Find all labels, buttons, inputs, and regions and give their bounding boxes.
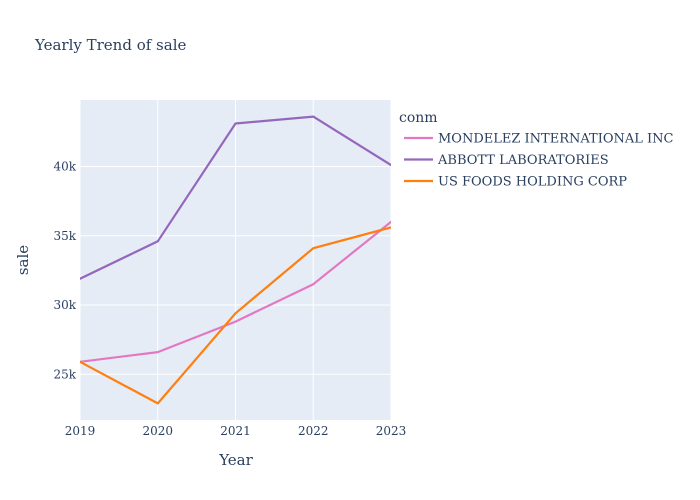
y-axis-title: sale [14, 245, 32, 275]
y-tick-label: 30k [53, 298, 76, 312]
legend-label: MONDELEZ INTERNATIONAL INC [438, 132, 674, 147]
legend-title: conm [399, 110, 438, 126]
y-tick-label: 25k [53, 367, 76, 381]
legend-label: ABBOTT LABORATORIES [437, 153, 609, 168]
y-tick-label: 35k [53, 229, 76, 243]
x-tick-label: 2020 [142, 424, 173, 438]
series-lines [80, 115, 391, 405]
x-gridlines [79, 100, 392, 420]
series-line-1 [80, 220, 391, 363]
x-axis-title: Year [218, 451, 253, 469]
x-tick-label: 2022 [298, 424, 329, 438]
legend-label: US FOODS HOLDING CORP [438, 175, 627, 190]
y-tick-labels: 25k 30k 35k 40k [53, 159, 76, 381]
chart-title: Yearly Trend of sale [34, 36, 187, 54]
y-gridlines [80, 165, 391, 375]
x-tick-label: 2021 [220, 424, 251, 438]
series-line-3 [80, 226, 391, 405]
x-tick-label: 2023 [376, 424, 407, 438]
x-tick-label: 2019 [65, 424, 96, 438]
legend: conm MONDELEZ INTERNATIONAL INC ABBOTT LA… [399, 110, 674, 190]
x-tick-labels: 2019 2020 2021 2022 2023 [65, 424, 407, 438]
y-tick-label: 40k [53, 159, 76, 173]
series-line-2 [80, 115, 391, 280]
